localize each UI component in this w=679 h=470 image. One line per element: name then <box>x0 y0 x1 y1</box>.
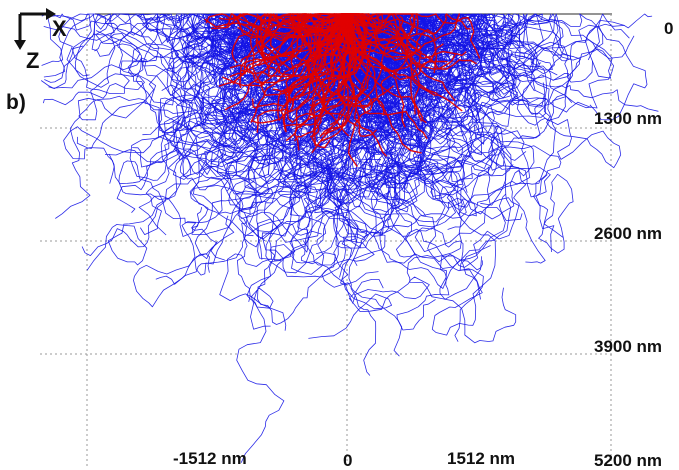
primary-trajectory <box>299 13 351 129</box>
axes-indicator <box>14 8 56 50</box>
primary-trajectories <box>204 13 481 167</box>
primary-trajectory <box>350 13 460 55</box>
depth-tick-2600: 2600 nm <box>594 224 663 243</box>
secondary-trajectory <box>246 13 409 330</box>
primary-trajectory <box>211 13 348 36</box>
z-axis-label: Z <box>26 48 40 73</box>
primary-trajectory <box>317 13 364 127</box>
primary-trajectory <box>224 13 346 111</box>
secondary-trajectory <box>319 13 630 79</box>
secondary-trajectory <box>335 13 593 150</box>
secondary-trajectory <box>41 13 352 74</box>
primary-trajectory <box>302 13 361 70</box>
secondary-trajectory <box>320 13 546 264</box>
lateral-tick-0: 0 <box>343 451 353 470</box>
primary-trajectory <box>272 13 351 93</box>
panel-label: b) <box>6 91 26 114</box>
primary-trajectory <box>283 13 345 133</box>
primary-trajectory <box>239 13 351 89</box>
z-arrowhead-icon <box>14 40 26 50</box>
primary-trajectory <box>343 13 421 115</box>
primary-trajectory <box>327 13 380 95</box>
primary-trajectory <box>205 13 343 39</box>
secondary-trajectory <box>251 13 405 85</box>
depth-tick-5200: 5200 nm <box>594 451 663 470</box>
lateral-tick-1512: 1512 nm <box>447 449 516 468</box>
primary-trajectory <box>349 13 422 58</box>
secondary-trajectory <box>346 13 625 70</box>
depth-tick-3900: 3900 nm <box>594 337 663 356</box>
primary-trajectory <box>353 13 471 35</box>
primary-trajectory <box>277 13 358 121</box>
primary-trajectory <box>346 13 428 140</box>
secondary-trajectory <box>336 13 553 76</box>
secondary-trajectory <box>234 13 414 143</box>
depth-tick-1300: 1300 nm <box>594 109 663 128</box>
secondary-trajectory <box>313 13 426 168</box>
secondary-trajectory <box>174 13 371 132</box>
primary-trajectory <box>250 13 348 124</box>
primary-trajectory <box>336 13 427 124</box>
primary-trajectory <box>340 13 409 96</box>
primary-trajectory <box>251 13 350 109</box>
secondary-trajectory <box>346 13 460 158</box>
primary-trajectory <box>341 13 456 72</box>
primary-trajectory <box>311 13 350 149</box>
x-arrowhead-icon <box>46 8 56 20</box>
depth-tick-0: 0 <box>664 19 674 38</box>
lateral-tick-minus-1512: -1512 nm <box>173 449 247 468</box>
x-axis-label: X <box>52 16 67 41</box>
primary-trajectory <box>343 13 373 167</box>
secondary-trajectory <box>341 13 614 168</box>
